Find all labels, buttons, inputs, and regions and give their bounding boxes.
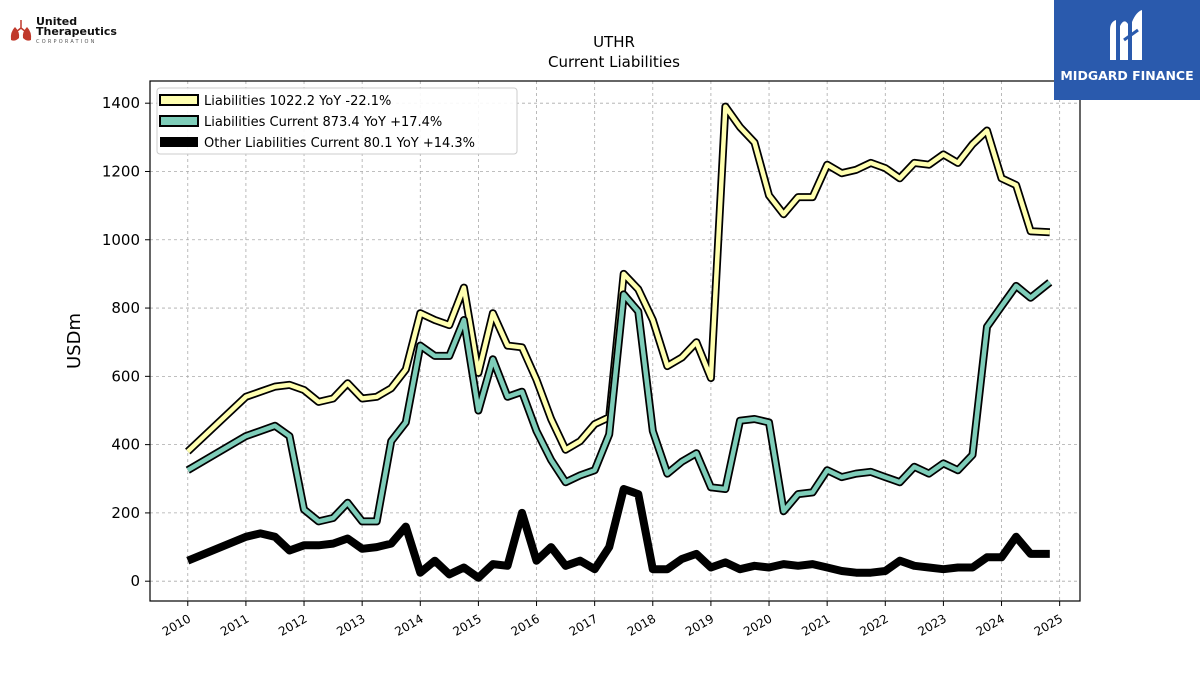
y-axis-label: USDm bbox=[64, 313, 85, 369]
x-tick-label: 2021 bbox=[799, 611, 832, 638]
y-tick-label: 200 bbox=[111, 504, 140, 522]
legend: Liabilities 1022.2 YoY -22.1% Liabilities… bbox=[156, 87, 518, 155]
legend-label: Liabilities Current 873.4 YoY +17.4% bbox=[204, 115, 442, 130]
united-therapeutics-logo: United Therapeutics CORPORATION bbox=[10, 16, 120, 50]
y-tick-label: 1000 bbox=[102, 231, 140, 249]
logo-left-line1: United bbox=[36, 15, 78, 28]
legend-swatch bbox=[159, 94, 199, 106]
logo-left-line2: Therapeutics bbox=[36, 25, 117, 38]
midgard-finance-logo: MIDGARD FINANCE bbox=[1054, 0, 1200, 100]
y-tick-label: 600 bbox=[111, 367, 140, 385]
chart-subtitle: Current Liabilities bbox=[548, 53, 680, 71]
series-lines bbox=[185, 102, 1053, 582]
legend-box bbox=[156, 87, 518, 155]
x-tick-label: 2012 bbox=[276, 611, 309, 638]
series-line bbox=[186, 104, 1050, 454]
series-line bbox=[186, 280, 1052, 524]
y-tick-label: 1200 bbox=[102, 162, 140, 180]
series-line bbox=[186, 485, 1050, 582]
x-tick-label: 2017 bbox=[567, 611, 600, 638]
series-2 bbox=[185, 279, 1053, 526]
legend-swatch bbox=[160, 137, 198, 147]
x-tick-label: 2020 bbox=[741, 611, 774, 638]
y-tick-label: 400 bbox=[111, 436, 140, 454]
x-tick-label: 2023 bbox=[915, 611, 948, 638]
legend-label: Other Liabilities Current 80.1 YoY +14.3… bbox=[204, 136, 475, 151]
x-tick-label: 2024 bbox=[974, 611, 1007, 638]
y-tick-label: 1400 bbox=[102, 94, 140, 112]
y-tick-label: 800 bbox=[111, 299, 140, 317]
plot-area-frame bbox=[149, 80, 1081, 602]
x-tick-label: 2022 bbox=[857, 611, 890, 638]
x-tick-label: 2010 bbox=[160, 611, 193, 638]
legend-label: Liabilities 1022.2 YoY -22.1% bbox=[204, 94, 391, 109]
midgard-brand-text: MIDGARD FINANCE bbox=[1060, 68, 1194, 83]
chart-title: UTHR bbox=[593, 33, 635, 51]
x-tick-label: 2025 bbox=[1032, 611, 1065, 638]
x-tick-label: 2015 bbox=[450, 611, 483, 638]
series-3 bbox=[186, 485, 1050, 582]
x-tick-label: 2014 bbox=[392, 611, 425, 638]
x-tick-label: 2019 bbox=[683, 611, 716, 638]
lungs-icon bbox=[10, 20, 32, 41]
series-1 bbox=[185, 102, 1051, 455]
x-tick-label: 2013 bbox=[334, 611, 367, 638]
logo-left-line3: CORPORATION bbox=[36, 39, 97, 45]
legend-swatch bbox=[159, 115, 199, 127]
axes: 0 200 400 600 800 1000 1200 1400 2010 2011 2012 201… bbox=[102, 94, 1065, 639]
y-tick-label: 0 bbox=[130, 572, 140, 590]
x-tick-label: 2016 bbox=[509, 611, 542, 638]
x-tick-label: 2018 bbox=[625, 611, 658, 638]
x-tick-label: 2011 bbox=[218, 611, 251, 638]
midgard-emblem-icon bbox=[1110, 10, 1142, 60]
